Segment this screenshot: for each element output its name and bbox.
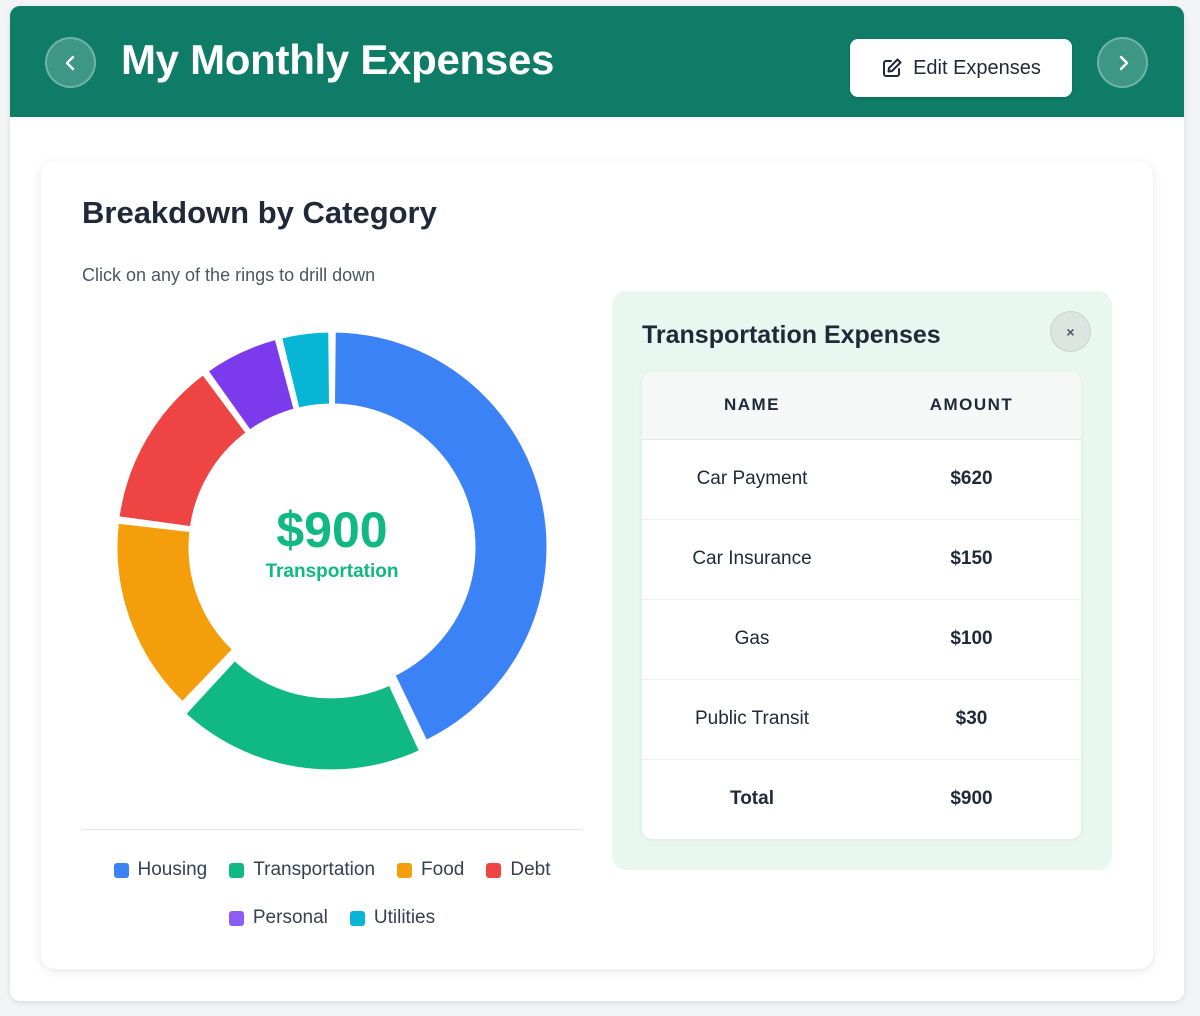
edit-expenses-button[interactable]: Edit Expenses [850,39,1072,97]
donut-chart: $900 Transportation [106,317,558,777]
expense-amount: $30 [862,679,1081,760]
legend-swatch [113,862,129,878]
table-row: Car Insurance $150 [642,519,1081,600]
legend-item-food[interactable]: Food [397,859,464,881]
donut-slice-personal[interactable] [204,336,298,434]
center-label: Transportation [265,561,399,582]
legend-label: Food [421,859,465,880]
close-detail-button[interactable]: × [1050,311,1091,352]
chevron-right-icon [1119,55,1128,70]
breakdown-subtitle: Click on any of the rings to drill down [82,265,376,285]
breakdown-title: Breakdown by Category [82,195,437,230]
chevron-left-icon [65,55,74,70]
legend-swatch [486,862,502,878]
donut-slice-food[interactable] [114,520,236,706]
expense-name: Public Transit [642,679,862,760]
legend-item-personal[interactable]: Personal [228,907,328,929]
expense-name: Car Insurance [642,519,862,600]
expense-name: Gas [642,599,862,680]
total-label: Total [730,788,774,810]
donut-slice-transportation[interactable] [182,657,423,773]
legend-item-housing[interactable]: Housing [113,859,208,881]
legend-label: Personal [252,907,328,928]
total-row: Total $900 [642,759,1081,839]
table-row: Public Transit $30 [642,679,1081,760]
expense-amount: $100 [862,599,1081,680]
legend-divider [82,829,582,830]
legend-label: Transportation [253,859,376,880]
legend-item-utilities[interactable]: Utilities [349,907,436,929]
table-row: Car Payment $620 [642,439,1081,520]
header-bar: My Monthly Expenses Edit Expenses [10,6,1184,117]
legend-swatch [229,862,245,878]
previous-month-button[interactable] [45,37,96,88]
expense-name: Car Payment [642,439,862,520]
table-header-row: NAME AMOUNT [642,372,1081,440]
legend-swatch [397,862,413,878]
legend-item-transportation[interactable]: Transportation [229,859,375,881]
donut-slice-utilities[interactable] [278,329,333,411]
edit-icon [883,58,902,77]
expense-amount: $150 [862,519,1081,600]
legend-label: Housing [137,859,208,880]
edit-expenses-label: Edit Expenses [913,56,1041,79]
legend-item-debt[interactable]: Debt [486,859,550,881]
expenses-table: NAME AMOUNT Car Payment $620 Car Insuran… [642,372,1081,839]
column-header-amount: AMOUNT [862,372,1081,440]
expenses-app: My Monthly Expenses Edit Expenses Breakd… [10,6,1184,1001]
chart-legend: Housing Transportation Food Debt Persona… [82,859,582,929]
page-title: My Monthly Expenses [121,36,555,83]
legend-swatch [349,910,365,926]
detail-title: Transportation Expenses [642,321,941,349]
expense-amount: $620 [862,439,1081,520]
legend-label: Debt [510,859,551,880]
donut-slice-housing[interactable] [331,329,550,744]
breakdown-card: Breakdown by Category Click on any of th… [41,161,1153,969]
column-header-name: NAME [642,372,862,440]
donut-chart-svg [114,329,550,773]
table-row: Gas $100 [642,599,1081,680]
next-month-button[interactable] [1097,37,1148,88]
center-value: $900 [276,502,388,558]
legend-label: Utilities [373,907,436,928]
transportation-detail-panel: Transportation Expenses × NAME AMOUNT Ca… [612,291,1112,870]
donut-slice-debt[interactable] [116,371,250,530]
total-amount: $900 [950,788,993,810]
legend-swatch [228,910,244,926]
